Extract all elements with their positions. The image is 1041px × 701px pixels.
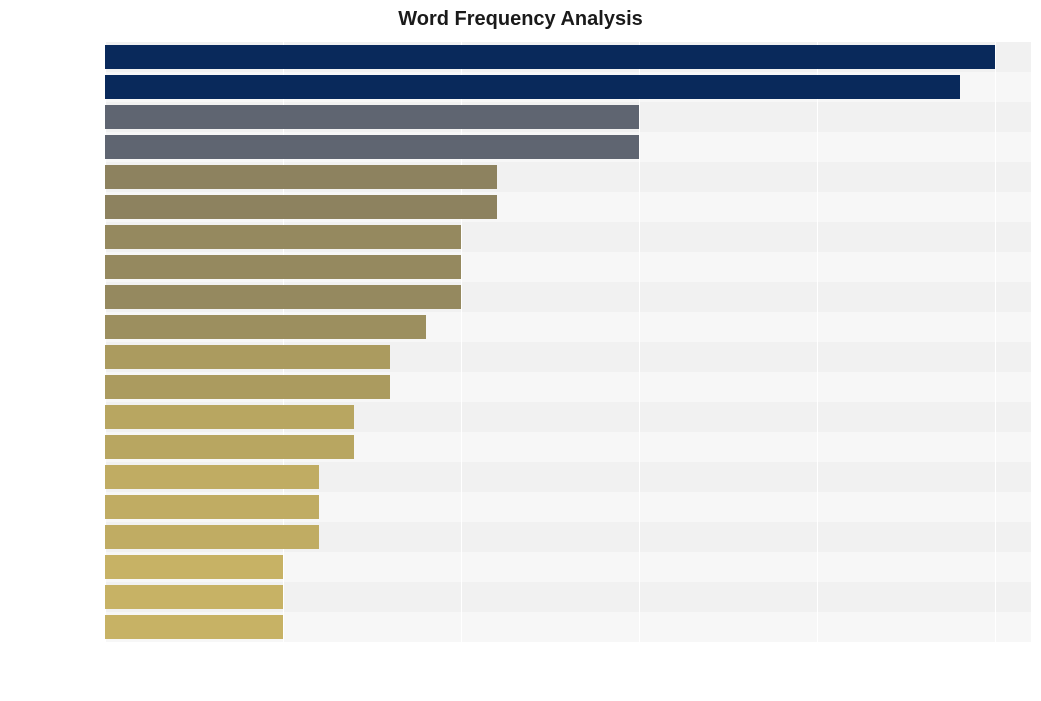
bar [105,285,461,309]
bar [105,255,461,279]
bar [105,435,354,459]
grid-line [817,42,818,642]
plot-area: Frequency 0510152025legalanswerservicein… [105,42,1031,642]
bar [105,105,639,129]
bar [105,585,283,609]
bar [105,135,639,159]
grid-line [995,42,996,642]
bar [105,165,497,189]
grid-line [283,42,284,642]
bar [105,345,390,369]
bar [105,315,426,339]
bar [105,195,497,219]
bar [105,405,354,429]
bar [105,465,319,489]
bar [105,495,319,519]
chart-title: Word Frequency Analysis [0,8,1041,31]
bar [105,615,283,639]
bar [105,225,461,249]
grid-line [105,42,106,642]
bar [105,75,960,99]
grid-line [639,42,640,642]
bar [105,525,319,549]
grid-line [461,42,462,642]
chart-container: Word Frequency Analysis Frequency 051015… [0,0,1041,701]
bar [105,555,283,579]
bar [105,375,390,399]
bar [105,45,995,69]
